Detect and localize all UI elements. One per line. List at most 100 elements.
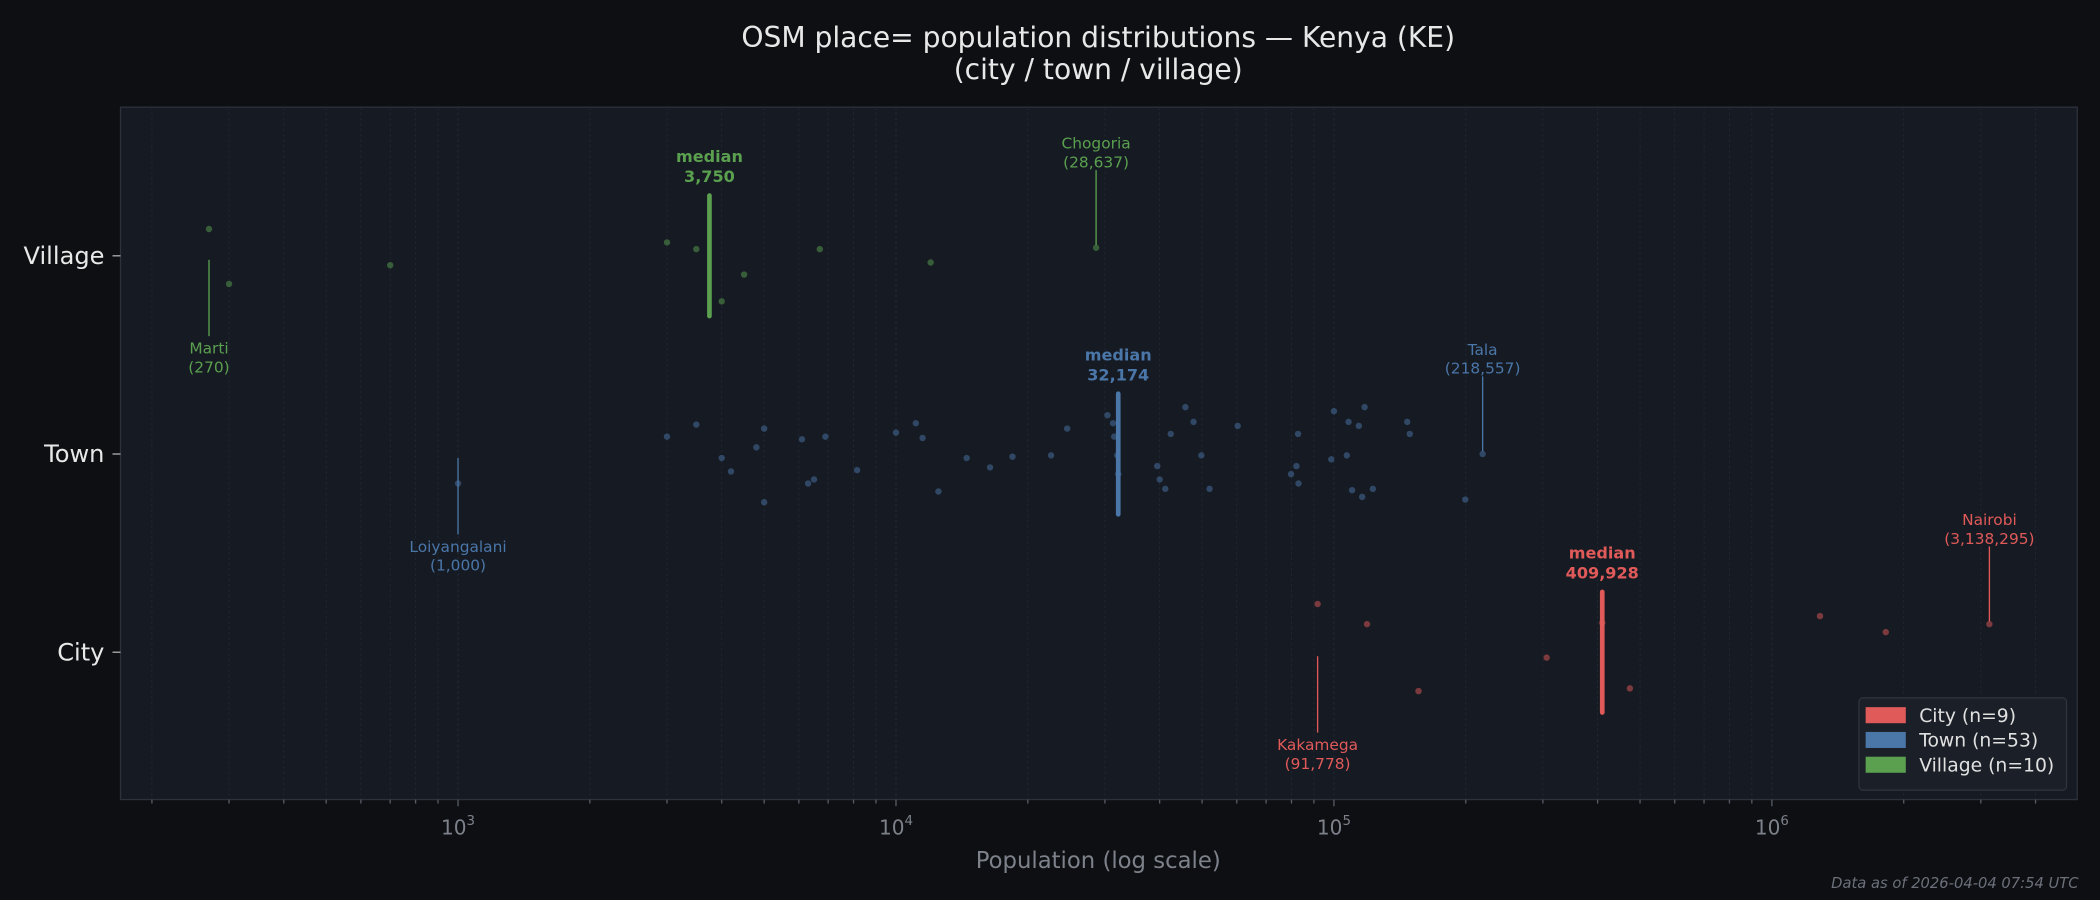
data-point <box>760 425 768 432</box>
data-point <box>1295 480 1302 487</box>
data-point <box>205 225 213 233</box>
y-axis: Village Town City <box>24 242 121 666</box>
data-point <box>810 476 818 483</box>
data-point <box>727 468 735 475</box>
data-point <box>663 433 671 440</box>
data-point <box>1415 687 1422 695</box>
annotation-name: Loiyangalani <box>409 538 506 556</box>
data-point <box>740 271 748 278</box>
data-point <box>1479 450 1486 458</box>
x-tick-label: 106 <box>1755 814 1789 839</box>
data-point <box>1345 418 1352 426</box>
data-point <box>1330 407 1338 415</box>
legend: City (n=9) Town (n=53) Village (n=10) <box>1858 697 2068 791</box>
legend-swatch-village <box>1865 756 1906 773</box>
legend-box <box>1858 697 2068 791</box>
data-point <box>1111 433 1118 440</box>
data-point <box>1986 620 1993 628</box>
data-point <box>1403 418 1411 426</box>
annotation-value: (1,000) <box>430 557 486 575</box>
data-point <box>1182 403 1189 411</box>
data-point <box>822 433 829 440</box>
data-point <box>1882 628 1889 636</box>
x-tick-label: 104 <box>879 814 913 839</box>
data-point <box>816 245 824 253</box>
data-point <box>663 239 671 246</box>
median-label: median <box>1085 345 1152 364</box>
data-point <box>1104 411 1111 419</box>
chart-title: OSM place= population distributions — Ke… <box>741 21 1455 54</box>
footer-timestamp: Data as of 2026-04-04 07:54 UTC <box>1831 875 2079 892</box>
data-point <box>225 280 233 288</box>
data-point <box>693 245 700 253</box>
median-value: 3,750 <box>684 167 735 186</box>
data-point <box>1361 403 1368 411</box>
data-point <box>892 429 900 436</box>
data-point <box>1198 452 1205 459</box>
data-point <box>1369 485 1377 493</box>
median-value: 32,174 <box>1087 365 1149 384</box>
data-point <box>1328 456 1335 463</box>
data-point <box>804 480 812 487</box>
data-point <box>386 261 394 269</box>
data-point <box>1293 462 1300 470</box>
median-value: 409,928 <box>1566 564 1639 583</box>
annotation-name: Nairobi <box>1962 511 2017 529</box>
annotation-value: (3,138,295) <box>1944 530 2034 548</box>
legend-swatch-city <box>1865 707 1906 724</box>
data-point <box>718 298 725 305</box>
marks: median 409,928 Kakamega(91,778) Nairobi(3,1… <box>188 135 2034 773</box>
data-point <box>1626 685 1634 692</box>
annotation-name: Tala <box>1467 341 1498 359</box>
data-point <box>1154 462 1161 470</box>
grid <box>151 107 2037 807</box>
annotation-name: Marti <box>189 340 228 358</box>
data-point <box>718 454 725 462</box>
data-point <box>1355 422 1363 430</box>
data-point <box>1358 493 1366 501</box>
data-point <box>693 421 700 428</box>
annotation-name: Kakamega <box>1277 736 1358 754</box>
data-point <box>986 464 994 471</box>
x-tick-label: 103 <box>441 814 475 839</box>
data-point <box>1109 420 1117 427</box>
data-point <box>1343 452 1351 459</box>
data-point <box>760 499 768 506</box>
data-point <box>927 259 934 266</box>
data-point <box>1406 430 1413 438</box>
data-point <box>1287 470 1295 478</box>
data-point <box>1190 418 1197 426</box>
median-label: median <box>1569 543 1636 562</box>
y-tick-label-village: Village <box>24 242 105 270</box>
data-point <box>1234 422 1241 430</box>
x-axis: 103 104 105 106 <box>441 814 1789 839</box>
data-point <box>853 466 861 474</box>
data-point <box>912 420 920 427</box>
data-point <box>1156 476 1163 483</box>
data-point <box>1348 486 1356 494</box>
data-point <box>1462 496 1469 503</box>
data-point <box>1363 620 1371 628</box>
data-point <box>919 434 926 442</box>
data-point <box>1543 654 1550 661</box>
data-point <box>1009 453 1016 460</box>
annotation-value: (91,778) <box>1285 755 1351 773</box>
chart-subtitle: (city / town / village) <box>954 53 1243 86</box>
plot-area <box>119 106 2078 801</box>
y-tick-label-town: Town <box>43 440 104 468</box>
legend-label-village: Village (n=10) <box>1919 755 2054 776</box>
data-point <box>1167 430 1174 438</box>
legend-label-city: City (n=9) <box>1919 706 2016 727</box>
data-point <box>1206 485 1213 493</box>
series-city: median 409,928 Kakamega(91,778) Nairobi(3,1… <box>1277 511 2034 773</box>
data-point <box>1092 244 1100 251</box>
legend-swatch-town <box>1865 731 1906 748</box>
data-point <box>1294 430 1302 438</box>
data-point <box>1063 425 1071 432</box>
data-point <box>935 488 942 495</box>
annotation-value: (270) <box>188 358 229 376</box>
x-tick-label: 105 <box>1317 814 1351 839</box>
